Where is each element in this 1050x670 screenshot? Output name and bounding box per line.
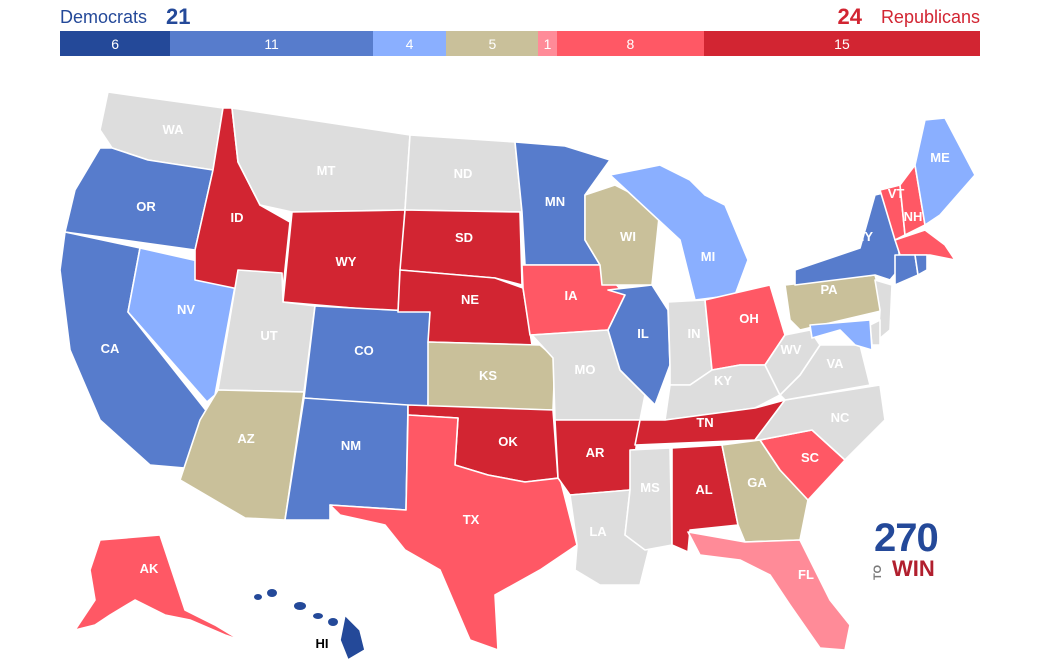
rating-bar-segment[interactable]: 5 (446, 31, 539, 56)
hawaii-islands (254, 589, 338, 626)
state-label-az: AZ (237, 431, 254, 446)
rating-bar-segment[interactable]: 6 (60, 31, 171, 56)
hawaii-island-oahu (294, 602, 306, 610)
state-label-pa: PA (820, 282, 838, 297)
state-me[interactable] (914, 117, 976, 226)
state-md[interactable] (809, 319, 873, 351)
state-ct[interactable] (894, 254, 919, 286)
rating-bar-segment[interactable]: 8 (556, 31, 704, 56)
state-label-tx: TX (463, 512, 480, 527)
state-mi[interactable] (609, 164, 749, 301)
rating-bar-segment[interactable]: 4 (372, 31, 447, 56)
state-label-oh: OH (739, 311, 759, 326)
state-label-il: IL (637, 326, 649, 341)
score-header: Democrats 21 24 Republicans (60, 4, 980, 30)
rating-bar-segment[interactable]: 15 (703, 31, 980, 56)
state-nm[interactable] (284, 397, 409, 521)
state-label-ne: NE (461, 292, 479, 307)
state-label-nv: NV (177, 302, 195, 317)
hawaii-island-niihau (267, 589, 277, 597)
state-hi[interactable] (339, 614, 366, 661)
state-fl[interactable] (687, 531, 851, 651)
state-label-ga: GA (747, 475, 767, 490)
state-label-wv: WV (781, 342, 802, 357)
hawaii-island-kauai (254, 594, 262, 600)
state-label-hi: HI (316, 636, 329, 651)
state-label-nh: NH (904, 209, 923, 224)
state-label-sc: SC (801, 450, 820, 465)
state-label-mt: MT (317, 163, 336, 178)
state-label-sd: SD (455, 230, 473, 245)
state-sd[interactable] (399, 209, 523, 286)
republicans-count: 24 (837, 4, 862, 29)
state-label-mi: MI (701, 249, 715, 264)
state-label-ar: AR (586, 445, 605, 460)
state-label-va: VA (826, 356, 844, 371)
hawaii-island-maui (328, 618, 338, 626)
state-label-ca: CA (101, 341, 120, 356)
state-label-or: OR (136, 199, 156, 214)
state-label-ak: AK (140, 561, 159, 576)
state-label-in: IN (688, 326, 701, 341)
state-label-fl: FL (798, 567, 814, 582)
state-mt[interactable] (231, 107, 411, 213)
hawaii-island-molokai (313, 613, 323, 619)
state-ak[interactable] (74, 534, 241, 641)
rating-bar-segment[interactable]: 11 (170, 31, 373, 56)
state-label-me: ME (930, 150, 950, 165)
state-wi[interactable] (584, 184, 661, 286)
democrats-count: 21 (166, 4, 191, 29)
270towin-logo: 270 TO WIN (872, 518, 944, 584)
state-label-vt: VT (888, 186, 905, 201)
state-label-wi: WI (620, 229, 636, 244)
state-label-la: LA (589, 524, 607, 539)
state-label-ok: OK (498, 434, 518, 449)
logo-win: WIN (892, 556, 935, 581)
state-label-ia: IA (565, 288, 579, 303)
state-tx[interactable] (329, 414, 578, 651)
rating-bar-segment[interactable]: 1 (538, 31, 557, 56)
state-label-nc: NC (831, 410, 850, 425)
state-label-nd: ND (454, 166, 473, 181)
state-label-al: AL (695, 482, 712, 497)
state-label-wa: WA (163, 122, 185, 137)
state-label-ny: NY (855, 229, 873, 244)
republicans-label: Republicans (880, 7, 980, 27)
state-label-ky: KY (714, 373, 732, 388)
state-label-wy: WY (336, 254, 357, 269)
state-label-tn: TN (696, 415, 713, 430)
state-label-mo: MO (575, 362, 596, 377)
rating-bar: 6 11 4 5 1 8 15 (60, 31, 980, 56)
logo-number: 270 (874, 516, 939, 560)
state-label-id: ID (231, 210, 244, 225)
state-label-nm: NM (341, 438, 361, 453)
democrats-label: Democrats (60, 7, 148, 27)
state-in[interactable] (667, 299, 713, 386)
state-label-ms: MS (640, 480, 660, 495)
state-label-co: CO (354, 343, 374, 358)
state-label-mn: MN (545, 194, 565, 209)
state-wv[interactable] (764, 329, 821, 396)
logo-to: TO (872, 564, 884, 580)
state-ri[interactable] (914, 254, 928, 276)
state-label-ks: KS (479, 368, 497, 383)
us-map: WA OR CA NV ID MT WY UT AZ CO NM ND SD NE KS OK TX MN IA MO… (59, 91, 976, 661)
state-il[interactable] (607, 284, 671, 406)
state-ms[interactable] (624, 447, 673, 551)
state-label-ut: UT (260, 328, 277, 343)
